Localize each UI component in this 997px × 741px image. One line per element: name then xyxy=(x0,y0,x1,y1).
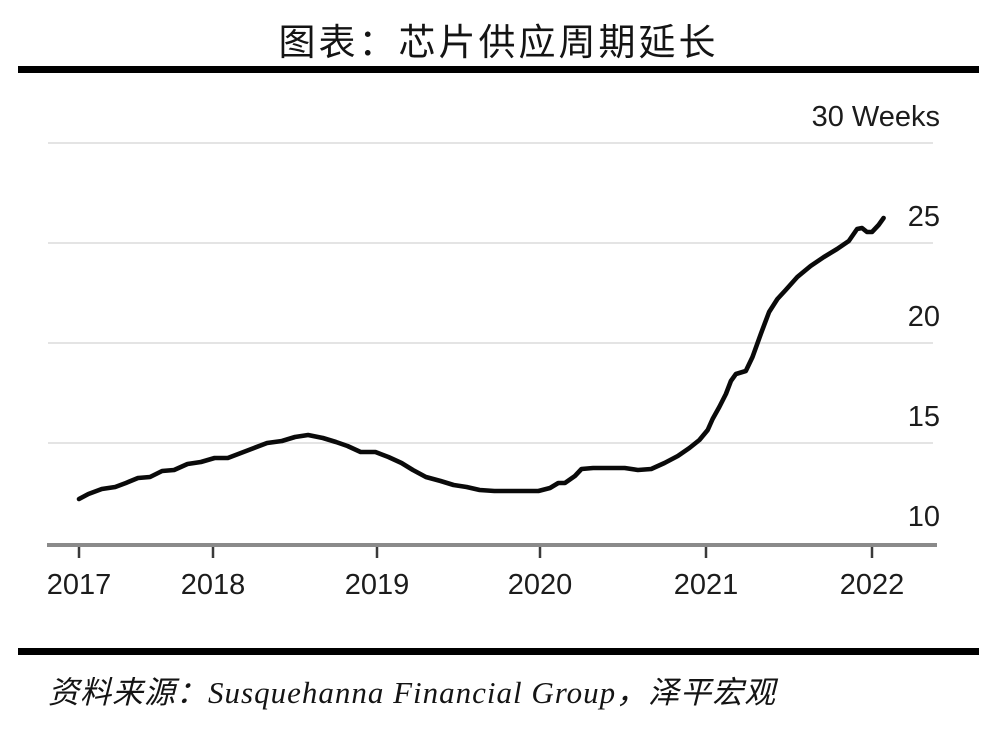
y-axis-label: 30 Weeks xyxy=(811,101,940,133)
x-axis-label: 2018 xyxy=(180,569,246,601)
x-axis-label: 2021 xyxy=(673,569,739,601)
source-note: 资料来源：Susquehanna Financial Group，泽平宏观 xyxy=(48,675,777,710)
y-axis-label: 25 xyxy=(907,201,940,233)
bottom-divider xyxy=(18,648,979,655)
y-axis-label: 15 xyxy=(907,401,940,433)
chart-title: 图表：芯片供应周期延长 xyxy=(278,23,719,64)
top-divider xyxy=(18,66,979,73)
y-axis-label: 10 xyxy=(907,501,940,533)
x-axis-label: 2017 xyxy=(46,569,112,601)
lead-time-series xyxy=(76,215,886,502)
x-axis-label: 2020 xyxy=(507,569,573,601)
y-axis-label: 20 xyxy=(907,301,940,333)
x-axis-label: 2022 xyxy=(839,569,905,601)
x-axis-label: 2019 xyxy=(344,569,410,601)
